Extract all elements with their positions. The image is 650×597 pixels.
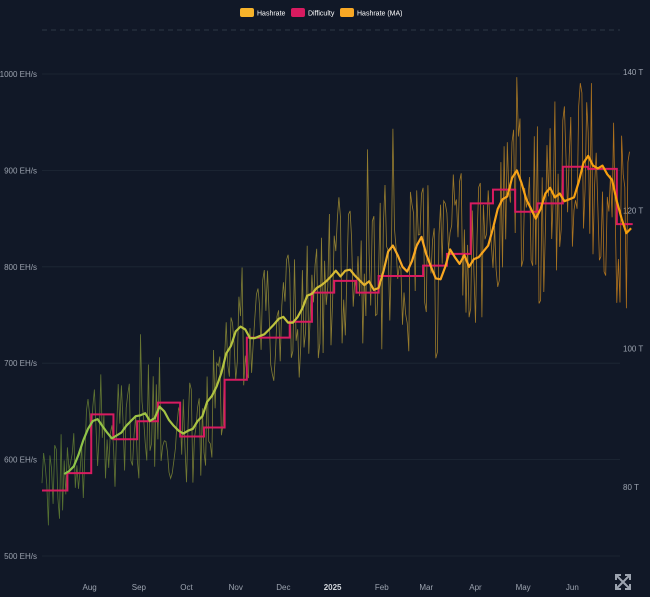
x-axis-tick-label: Mar	[419, 583, 433, 592]
legend-item[interactable]: Difficulty	[291, 8, 335, 18]
legend: Hashrate Difficulty Hashrate (MA)	[240, 8, 403, 18]
legend-label: Hashrate (MA)	[357, 11, 403, 18]
x-axis-tick-label: May	[516, 583, 531, 592]
left-axis-tick-label: 800 EH/s	[4, 263, 37, 272]
x-axis-tick-label: Nov	[229, 583, 243, 592]
left-axis-tick-label: 600 EH/s	[4, 456, 37, 465]
gridlines	[42, 29, 620, 557]
hashrate-series-line	[41, 77, 630, 526]
left-axis-tick-label: 1000 EH/s	[0, 70, 37, 79]
right-axis-tick-label: 120 T	[623, 206, 643, 215]
legend-item[interactable]: Hashrate (MA)	[340, 8, 403, 18]
legend-swatch	[340, 8, 354, 17]
right-axis-tick-label: 80 T	[623, 483, 639, 492]
legend-label: Difficulty	[308, 11, 335, 18]
x-axis-tick-label: Oct	[180, 583, 193, 592]
fullscreen-arrows-icon[interactable]	[614, 573, 632, 591]
legend-swatch	[240, 8, 254, 17]
x-axis-tick-label: Sep	[132, 583, 147, 592]
x-axis-tick-label: Feb	[375, 583, 389, 592]
right-axis-tick-label: 140 T	[623, 68, 643, 77]
left-axis-tick-label: 700 EH/s	[4, 359, 37, 368]
x-axis-tick-label: Dec	[276, 583, 290, 592]
x-axis-tick-label: 2025	[324, 583, 342, 592]
x-axis-tick-label: Apr	[469, 583, 482, 592]
legend-swatch	[291, 8, 305, 17]
hashrate-ma-series-line	[63, 154, 632, 476]
right-axis-tick-label: 100 T	[623, 345, 643, 354]
x-axis-tick-label: Jun	[566, 583, 579, 592]
x-axis-tick-label: Aug	[83, 583, 97, 592]
difficulty-series-line	[42, 165, 633, 492]
left-axis: 500 EH/s 600 EH/s 700 EH/s 800 EH/s 900 EH/s…	[0, 70, 37, 561]
x-axis: Aug Sep Oct Nov Dec 2025 Feb Mar Apr May Jun	[83, 583, 579, 592]
legend-label: Hashrate	[257, 11, 286, 18]
left-axis-tick-label: 900 EH/s	[4, 166, 37, 175]
legend-item[interactable]: Hashrate	[240, 8, 286, 18]
right-axis: 80 T 100 T 120 T 140 T	[623, 68, 643, 492]
left-axis-tick-label: 500 EH/s	[4, 552, 37, 561]
